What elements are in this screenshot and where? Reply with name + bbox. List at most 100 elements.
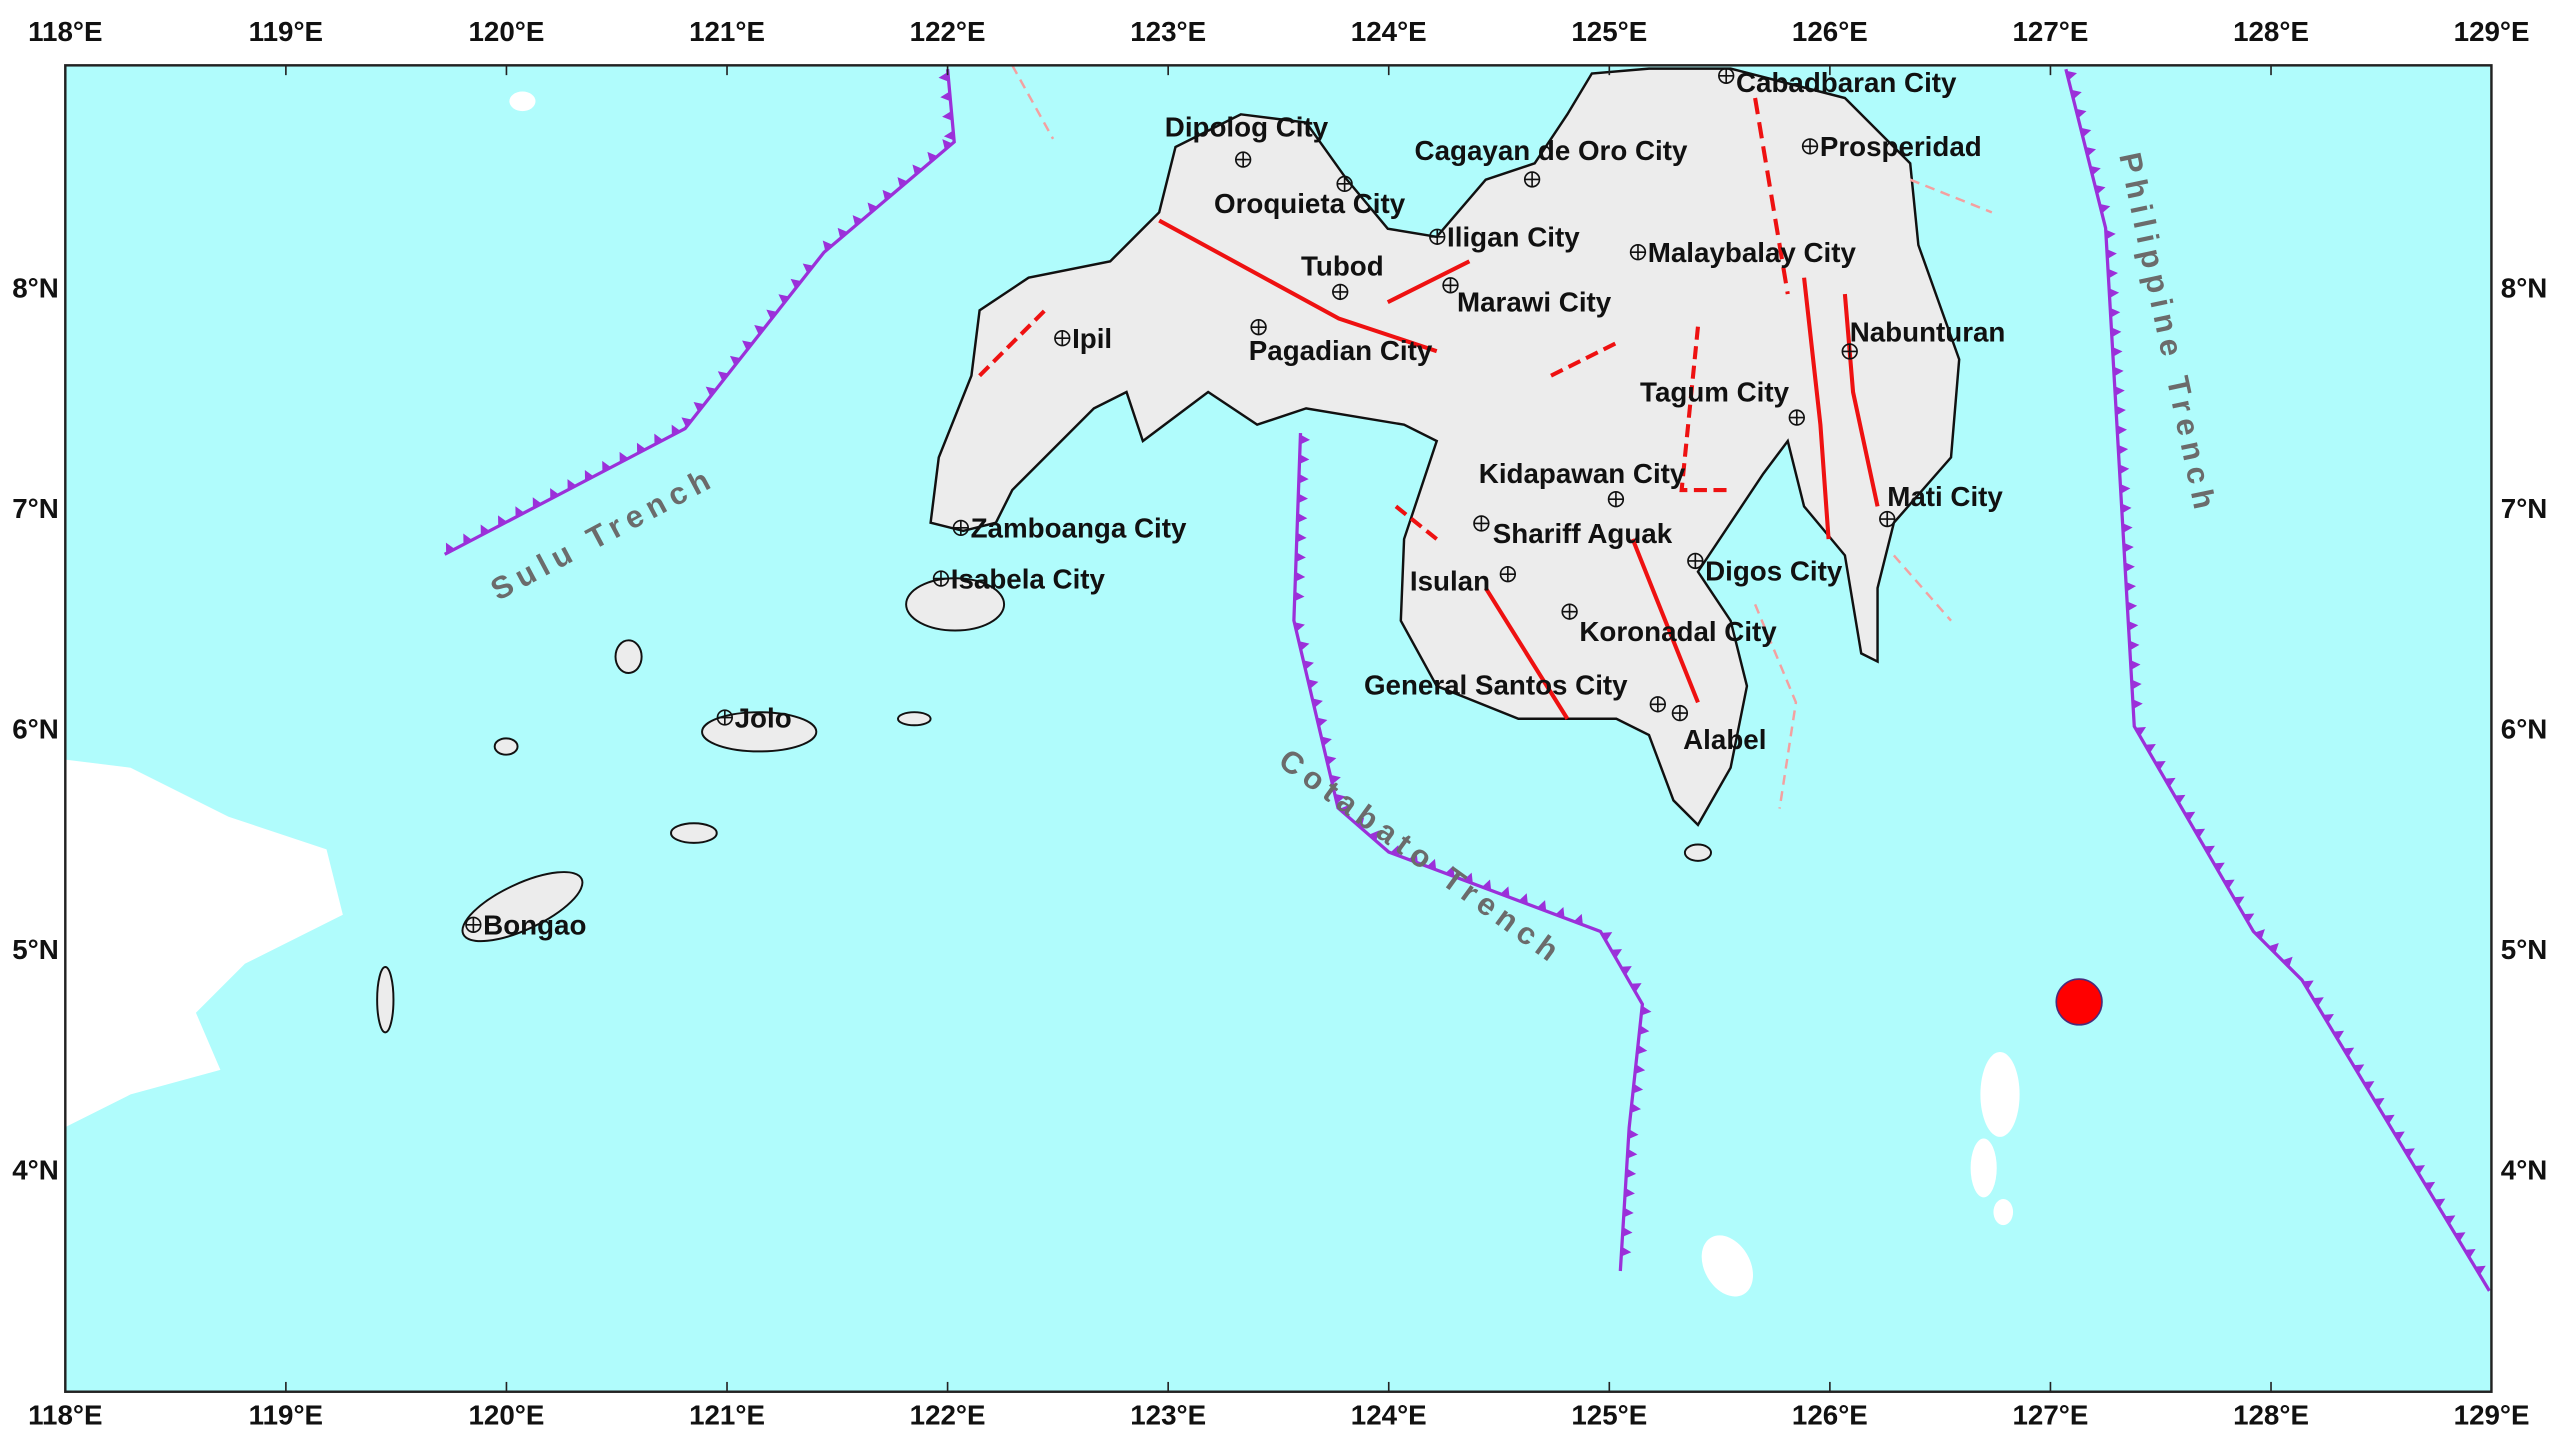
lon-tick-label: 123°E	[1130, 1399, 1206, 1430]
city-marker[interactable]: Jolo	[716, 702, 792, 733]
crosshair-icon	[466, 917, 481, 933]
lat-tick-label: 5°N	[2501, 934, 2548, 965]
city-label: Mati City	[1887, 481, 2003, 512]
city-marker[interactable]: Digos City	[1687, 552, 1843, 587]
trench-tooth	[2333, 1030, 2345, 1041]
epicenter-marker[interactable]	[2055, 978, 2103, 1026]
trench-tooth	[754, 325, 765, 335]
city-label: Zamboanga City	[971, 513, 1187, 544]
lon-tick-label: 129°E	[2454, 1399, 2530, 1430]
trench-tooth	[1463, 872, 1473, 884]
city-marker[interactable]: Isulan	[1410, 565, 1517, 597]
trench-tooth	[1325, 755, 1337, 766]
city-marker[interactable]: General Santos City	[1364, 669, 1666, 713]
city-marker[interactable]: Tubod	[1301, 251, 1384, 301]
trench-tooth	[1298, 641, 1310, 651]
trench-tooth	[654, 433, 664, 445]
trench-tooth	[584, 469, 594, 481]
trench-tooth	[2130, 660, 2141, 670]
mindanao-landmass	[929, 67, 1961, 827]
city-marker[interactable]: Mati City	[1879, 481, 2004, 528]
trench-tooth	[2454, 1232, 2466, 1242]
city-marker[interactable]: Nabunturan	[1841, 317, 2005, 360]
trench-tooth	[2085, 146, 2096, 157]
trench-tooth	[1623, 1207, 1634, 1218]
trench-tooth	[1639, 1025, 1650, 1036]
trench-tooth	[2223, 879, 2235, 889]
trench-tooth	[2132, 699, 2143, 710]
crosshair-icon	[933, 571, 949, 586]
city-marker[interactable]: Iligan City	[1429, 222, 1580, 253]
fault-line	[1483, 586, 1570, 720]
trench-tooth	[2113, 366, 2124, 377]
crosshair-icon	[1672, 705, 1688, 721]
trench-tooth	[705, 386, 717, 397]
trench-tooth	[2118, 444, 2129, 455]
trench-tooth	[681, 417, 693, 428]
trench-tooth	[1624, 1188, 1635, 1198]
lon-tick-label: 123°E	[1130, 16, 1206, 47]
trench-tooth	[2122, 523, 2133, 533]
lon-tick-label: 127°E	[2013, 1399, 2089, 1430]
lat-tick-label: 7°N	[2501, 493, 2548, 524]
trench-tooth	[742, 340, 753, 351]
lon-tick-label: 126°E	[1792, 16, 1868, 47]
trench-tooth	[1426, 858, 1437, 870]
trench-tooth	[766, 309, 778, 320]
lat-tick-label: 8°N	[2501, 272, 2548, 303]
city-marker[interactable]: Marawi City	[1442, 277, 1612, 317]
city-marker[interactable]: Prosperidad	[1801, 131, 1982, 162]
trench-line	[2064, 68, 2491, 1292]
trench-tooth	[2154, 760, 2166, 771]
trench-tooth	[912, 164, 923, 176]
trench-tooth	[2080, 127, 2092, 138]
trench-tooth	[1634, 1064, 1646, 1075]
fault-line	[1386, 259, 1471, 305]
city-label: Isulan	[1410, 565, 1490, 596]
trench-tooth	[2125, 581, 2137, 592]
city-label: Iligan City	[1447, 222, 1580, 253]
city-label: Alabel	[1683, 724, 1766, 755]
city-label: Shariff Aguak	[1493, 518, 1673, 549]
trench-tooth	[1601, 932, 1613, 942]
city-marker[interactable]: Koronadal City	[1561, 603, 1777, 647]
trench-tooth	[515, 506, 525, 518]
city-marker[interactable]: Shariff Aguak	[1473, 515, 1673, 549]
trench-tooth	[2184, 811, 2196, 821]
city-label: Oroquieta City	[1214, 188, 1406, 219]
city-marker[interactable]: Pagadian City	[1249, 319, 1433, 366]
crosshair-icon	[717, 710, 733, 725]
trench-tooth	[2129, 640, 2140, 651]
trench-tooth	[1321, 736, 1332, 747]
crosshair-icon	[1474, 516, 1489, 531]
fault-line	[1892, 554, 1952, 622]
city-marker[interactable]: Cagayan de Oro City	[1415, 135, 1688, 188]
fault-lines	[978, 64, 1993, 809]
city-marker[interactable]: Cabadbaran City	[1718, 67, 1957, 98]
trench-tooth	[2090, 165, 2101, 176]
city-marker[interactable]: Oroquieta City	[1214, 175, 1406, 219]
trench-tooth	[2123, 542, 2134, 553]
city-marker[interactable]: Isabela City	[932, 563, 1106, 594]
trench-tooth	[2106, 249, 2117, 259]
city-marker[interactable]: Malaybalay City	[1629, 237, 1857, 268]
crosshair-icon	[1443, 277, 1458, 293]
fault-line	[1158, 218, 1438, 354]
trench-tooth	[2363, 1081, 2375, 1091]
city-marker[interactable]: Dipolog City	[1165, 112, 1329, 168]
city-marker[interactable]: Tagum City	[1640, 376, 1805, 426]
trench-tooth	[943, 130, 955, 141]
city-marker[interactable]: Alabel	[1671, 704, 1767, 755]
city-marker[interactable]: Kidapawan City	[1479, 458, 1686, 508]
trench-tooth	[1628, 1129, 1639, 1140]
lon-tick-label: 129°E	[2454, 16, 2530, 47]
trench-tooth	[1611, 949, 1623, 959]
lon-tick-label: 124°E	[1351, 16, 1427, 47]
trench-tooth	[938, 71, 949, 82]
trench-tooth	[867, 202, 878, 214]
city-marker[interactable]: Bongao	[465, 910, 586, 941]
trench-tooth	[1627, 1148, 1638, 1159]
trench-tooth	[1295, 571, 1306, 582]
city-marker[interactable]: Zamboanga City	[952, 513, 1187, 544]
city-marker[interactable]: Ipil	[1054, 323, 1112, 354]
